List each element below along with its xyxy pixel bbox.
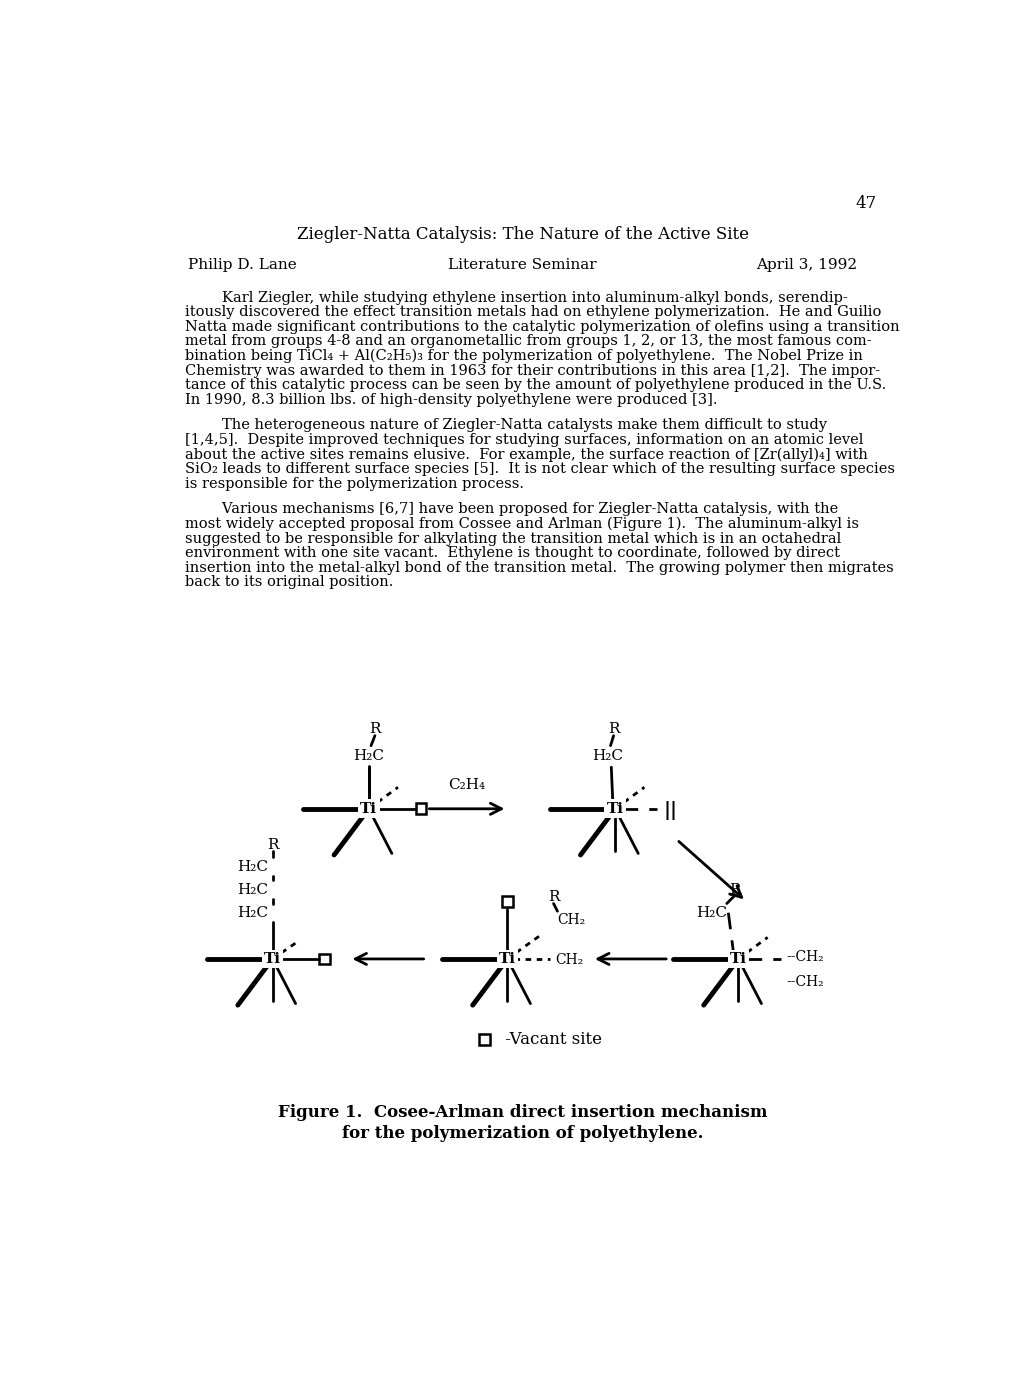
- Text: R: R: [547, 890, 558, 904]
- Text: R: R: [369, 723, 380, 737]
- Text: CH₂: CH₂: [554, 954, 583, 967]
- Text: Natta made significant contributions to the catalytic polymerization of olefins : Natta made significant contributions to …: [185, 319, 899, 334]
- Text: most widely accepted proposal from Cossee and Arlman (Figure 1).  The aluminum-a: most widely accepted proposal from Cosse…: [185, 517, 859, 531]
- Text: Chemistry was awarded to them in 1963 for their contributions in this area [1,2]: Chemistry was awarded to them in 1963 fo…: [185, 363, 879, 377]
- Text: environment with one site vacant.  Ethylene is thought to coordinate, followed b: environment with one site vacant. Ethyle…: [185, 546, 840, 560]
- Text: R: R: [267, 837, 278, 851]
- Text: Figure 1.  Cosee-Arlman direct insertion mechanism: Figure 1. Cosee-Arlman direct insertion …: [278, 1104, 766, 1121]
- Text: Philip D. Lane: Philip D. Lane: [187, 258, 297, 272]
- Text: [1,4,5].  Despite improved techniques for studying surfaces, information on an a: [1,4,5]. Despite improved techniques for…: [185, 433, 863, 446]
- Text: for the polymerization of polyethylene.: for the polymerization of polyethylene.: [341, 1125, 703, 1143]
- Text: H₂C: H₂C: [237, 905, 268, 920]
- Bar: [416, 803, 426, 814]
- Bar: [478, 1034, 489, 1045]
- Text: itously discovered the effect transition metals had on ethylene polymerization. : itously discovered the effect transition…: [185, 305, 881, 319]
- Text: is responsible for the polymerization process.: is responsible for the polymerization pr…: [185, 477, 524, 491]
- Text: CH₂: CH₂: [556, 914, 585, 927]
- Bar: [319, 954, 330, 965]
- Text: R: R: [607, 723, 619, 737]
- Text: Karl Ziegler, while studying ethylene insertion into aluminum-alkyl bonds, seren: Karl Ziegler, while studying ethylene in…: [185, 290, 848, 304]
- Text: -Vacant site: -Vacant site: [499, 1031, 601, 1049]
- Text: Ti: Ti: [730, 952, 746, 966]
- Text: bination being TiCl₄ + Al(C₂H₅)₃ for the polymerization of polyethylene.  The No: bination being TiCl₄ + Al(C₂H₅)₃ for the…: [185, 350, 862, 363]
- Text: C₂H₄: C₂H₄: [447, 778, 485, 792]
- Text: SiO₂ leads to different surface species [5].  It is not clear which of the resul: SiO₂ leads to different surface species …: [185, 463, 895, 477]
- Text: about the active sites remains elusive.  For example, the surface reaction of [Z: about the active sites remains elusive. …: [185, 448, 867, 462]
- Text: Ti: Ti: [360, 802, 377, 815]
- Bar: [501, 896, 513, 907]
- Text: Various mechanisms [6,7] have been proposed for Ziegler-Natta catalysis, with th: Various mechanisms [6,7] have been propo…: [185, 502, 838, 517]
- Text: Ziegler-Natta Catalysis: The Nature of the Active Site: Ziegler-Natta Catalysis: The Nature of t…: [297, 225, 748, 243]
- Text: Ti: Ti: [264, 952, 280, 966]
- Text: Ti: Ti: [606, 802, 623, 815]
- Text: --CH₂: --CH₂: [786, 976, 823, 990]
- Text: H₂C: H₂C: [353, 749, 384, 763]
- Text: 47: 47: [855, 195, 876, 211]
- Text: ||: ||: [663, 800, 677, 820]
- Text: H₂C: H₂C: [237, 883, 268, 897]
- Text: H₂C: H₂C: [695, 905, 727, 920]
- Text: The heterogeneous nature of Ziegler-Natta catalysts make them difficult to study: The heterogeneous nature of Ziegler-Natt…: [185, 419, 826, 433]
- Text: In 1990, 8.3 billion lbs. of high-density polyethylene were produced [3].: In 1990, 8.3 billion lbs. of high-densit…: [185, 392, 717, 406]
- Text: H₂C: H₂C: [591, 749, 623, 763]
- Text: back to its original position.: back to its original position.: [185, 575, 393, 590]
- Text: tance of this catalytic process can be seen by the amount of polyethylene produc: tance of this catalytic process can be s…: [185, 379, 886, 392]
- Text: April 3, 1992: April 3, 1992: [756, 258, 857, 272]
- Text: H₂C: H₂C: [237, 860, 268, 873]
- Text: suggested to be responsible for alkylating the transition metal which is in an o: suggested to be responsible for alkylati…: [185, 532, 841, 546]
- Text: R: R: [728, 883, 740, 897]
- Text: --CH₂: --CH₂: [786, 949, 823, 963]
- Text: insertion into the metal-alkyl bond of the transition metal.  The growing polyme: insertion into the metal-alkyl bond of t…: [185, 561, 894, 575]
- Text: metal from groups 4-8 and an organometallic from groups 1, 2, or 13, the most fa: metal from groups 4-8 and an organometal…: [185, 334, 871, 348]
- Text: Literature Seminar: Literature Seminar: [448, 258, 596, 272]
- Text: Ti: Ti: [498, 952, 516, 966]
